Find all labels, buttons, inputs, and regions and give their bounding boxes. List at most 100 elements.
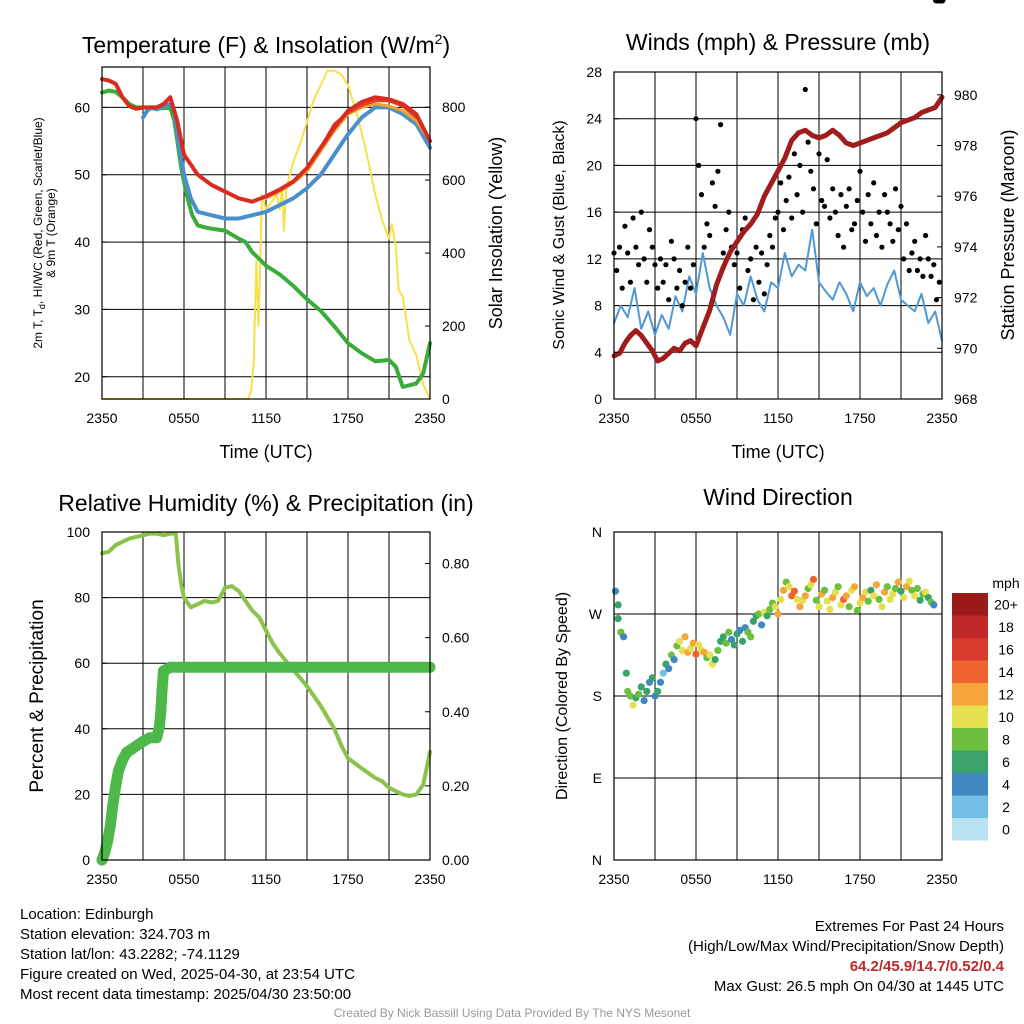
gust-point xyxy=(641,256,647,262)
gust-point xyxy=(778,180,784,186)
direction-point xyxy=(736,626,744,635)
y-tick-label: 0 xyxy=(82,852,90,868)
direction-point xyxy=(656,678,665,686)
y-tick-label: 40 xyxy=(74,234,90,250)
extremes-title: Extremes For Past 24 Hours xyxy=(814,918,1004,935)
gust-point xyxy=(925,256,931,262)
y-tick-label: 8 xyxy=(594,298,602,314)
gust-point xyxy=(734,250,740,256)
gust-point xyxy=(827,215,833,221)
x-tick-label: 1150 xyxy=(763,410,793,426)
colorbar-label: 18 xyxy=(998,619,1014,635)
gust-point xyxy=(876,209,882,215)
colorbar-swatch xyxy=(952,818,988,841)
y-tick-label: 24 xyxy=(586,111,602,127)
solar-insolation-line xyxy=(101,69,431,400)
extremes-subtitle: (High/Low/Max Wind/Precipitation/Snow De… xyxy=(688,938,1004,955)
x-tick-label: 2350 xyxy=(598,871,629,887)
gust-point xyxy=(805,139,811,145)
precipitation-point xyxy=(164,661,176,673)
direction-point xyxy=(930,601,938,609)
direction-point xyxy=(670,656,678,664)
x-tick-label: 2350 xyxy=(414,871,445,887)
direction-point xyxy=(886,595,894,604)
colorbar-label: 6 xyxy=(1002,754,1010,770)
gust-point xyxy=(849,227,855,233)
temperature-title: Temperature (F) & Insolation (W/m2) xyxy=(82,31,450,58)
direction-point xyxy=(790,587,799,595)
direction-point xyxy=(622,669,630,677)
direction-point xyxy=(779,586,788,594)
gust-point xyxy=(687,285,694,291)
gust-point xyxy=(936,279,942,285)
y-tick-label: 30 xyxy=(74,301,90,317)
direction-point xyxy=(872,581,881,589)
relative-humidity-line xyxy=(100,531,432,798)
x-tick-label: 1150 xyxy=(251,871,281,887)
gust-point xyxy=(851,221,858,227)
direction-point xyxy=(938,0,946,4)
direction-point xyxy=(763,612,771,620)
y2-tick-label: 970 xyxy=(954,340,978,356)
direction-point xyxy=(614,601,622,609)
gust-point xyxy=(630,215,636,221)
x-tick-label: 1750 xyxy=(844,410,875,426)
station-info: Location: Edinburgh Station elevation: 3… xyxy=(20,905,355,1005)
gust-point xyxy=(794,192,800,198)
direction-point xyxy=(700,648,708,656)
gust-point xyxy=(838,192,844,198)
gust-point xyxy=(903,221,910,227)
precipitation-point xyxy=(99,847,111,859)
humidity-ylabel: Percent & Precipitation xyxy=(27,599,48,792)
direction-point xyxy=(722,639,730,647)
precipitation-point xyxy=(156,684,168,695)
x-tick-label: 1750 xyxy=(332,410,363,426)
x-tick-label: 1750 xyxy=(844,871,875,887)
colorbar-swatch xyxy=(952,750,988,773)
direction-point xyxy=(747,633,755,641)
direction-point xyxy=(635,690,643,698)
direction-point xyxy=(902,583,911,591)
y2-tick-label: 800 xyxy=(442,99,466,115)
precipitation-point xyxy=(153,721,165,733)
extremes-info: Extremes For Past 24 Hours (High/Low/Max… xyxy=(688,917,1004,997)
y-tick-label: 40 xyxy=(74,721,90,737)
gust-point xyxy=(679,303,685,309)
gust-point xyxy=(821,203,828,209)
direction-point xyxy=(812,596,820,604)
direction-point xyxy=(629,701,637,709)
gust-point xyxy=(901,256,907,262)
gust-point xyxy=(657,256,664,262)
direction-point xyxy=(837,601,845,609)
direction-point xyxy=(913,584,922,593)
y2-tick-label: 0.60 xyxy=(442,630,469,646)
y-tick-label: 20 xyxy=(74,786,90,802)
y-tick-label: N xyxy=(592,524,602,540)
colorbar-swatch xyxy=(952,638,988,661)
y-tick-label: 28 xyxy=(586,64,602,80)
gust-point xyxy=(841,244,847,250)
colorbar-title: mph xyxy=(992,575,1019,591)
x-tick-label: 2350 xyxy=(926,410,957,426)
gust-point xyxy=(843,203,849,209)
colorbar-swatch xyxy=(952,705,988,728)
gust-point xyxy=(769,244,776,250)
gust-point xyxy=(707,232,713,239)
direction-point xyxy=(820,586,829,594)
gust-point xyxy=(668,238,675,244)
y-tick-label: 50 xyxy=(74,167,90,183)
direction-point xyxy=(856,599,864,607)
gust-point xyxy=(802,86,808,93)
gust-point xyxy=(718,122,724,128)
gust-point xyxy=(693,116,699,122)
gust-point xyxy=(660,279,666,285)
colorbar-swatch xyxy=(952,773,988,796)
gust-point xyxy=(655,285,661,291)
gust-point xyxy=(860,209,866,215)
gust-point xyxy=(649,244,655,250)
gust-point xyxy=(685,244,691,250)
direction-point xyxy=(626,692,635,700)
y2-tick-label: 0.20 xyxy=(442,778,469,794)
direction-point xyxy=(771,603,779,611)
